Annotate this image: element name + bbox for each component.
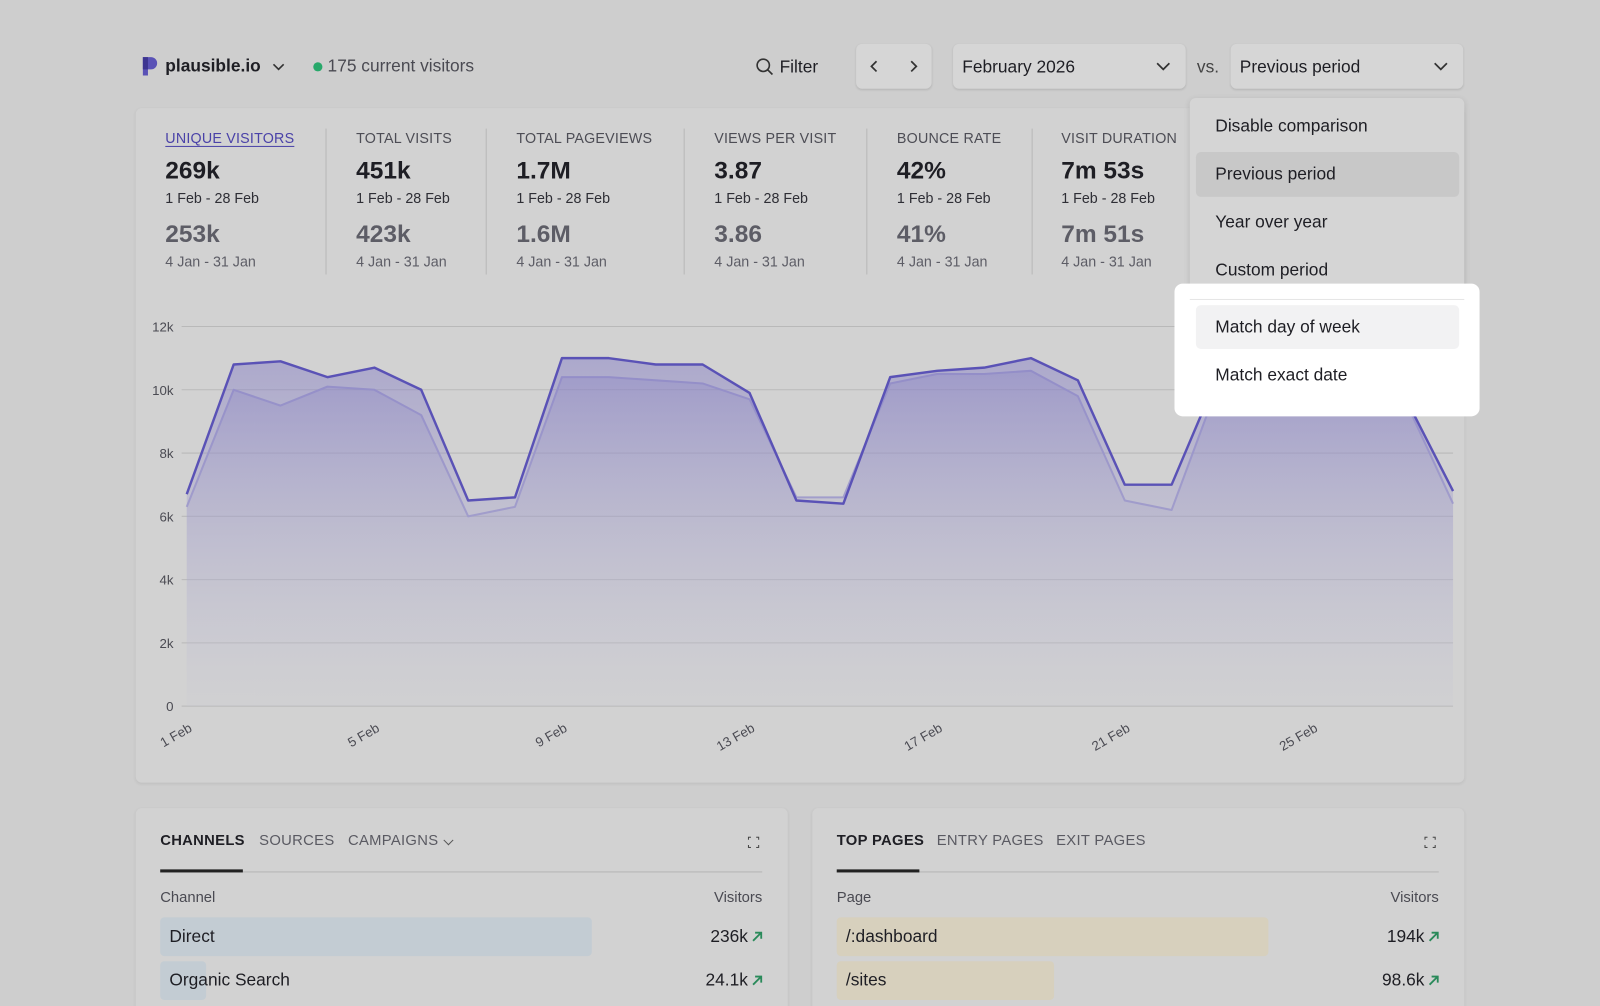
row-label[interactable]: /:dashboard: [846, 927, 938, 947]
metric-divider: [486, 129, 487, 275]
x-tick-label: 21 Feb: [1089, 720, 1132, 754]
panel-tab[interactable]: ENTRY PAGES: [937, 833, 1044, 849]
x-tick-label: 17 Feb: [902, 720, 945, 754]
y-tick-label: 8k: [159, 446, 173, 461]
metric-previous-value: 423k: [356, 220, 410, 249]
row-value: 24.1k: [595, 970, 748, 990]
metric-label[interactable]: TOTAL PAGEVIEWS: [516, 130, 652, 146]
match-options: [1174, 284, 1479, 417]
x-tick-label: 1 Feb: [158, 720, 195, 750]
metric-range: 1 Feb - 28 Feb: [165, 190, 259, 206]
metric-label[interactable]: VISIT DURATION: [1061, 130, 1177, 146]
metric-range: 1 Feb - 28 Feb: [897, 190, 991, 206]
metric-value: 1.7M: [516, 157, 570, 186]
row-label[interactable]: /sites: [846, 970, 886, 990]
metric-label[interactable]: BOUNCE RATE: [897, 130, 1001, 146]
row-bar: [160, 917, 592, 956]
metric-range: 1 Feb - 28 Feb: [714, 190, 808, 206]
panel-tab[interactable]: CAMPAIGNS: [348, 833, 438, 849]
metric-range: 1 Feb - 28 Feb: [356, 190, 450, 206]
column-header: Page: [837, 890, 872, 906]
metric-value: 269k: [165, 157, 219, 186]
metric-header: Visitors: [1245, 890, 1439, 906]
tab-underline: [160, 869, 243, 872]
metric-previous-range: 4 Jan - 31 Jan: [356, 253, 447, 269]
y-tick-label: 4k: [159, 573, 173, 588]
x-tick-label: 9 Feb: [533, 720, 570, 750]
menu-option[interactable]: Year over year: [1215, 212, 1327, 232]
metric-previous-value: 3.86: [714, 220, 762, 249]
column-header: Channel: [160, 890, 215, 906]
metric-value: 7m 53s: [1061, 157, 1144, 186]
metric-value: 42%: [897, 157, 946, 186]
metric-label[interactable]: VIEWS PER VISIT: [714, 130, 836, 146]
metric-header: Visitors: [568, 890, 762, 906]
metric-value: 3.87: [714, 157, 762, 186]
y-tick-label: 10k: [152, 383, 174, 398]
panel-tab[interactable]: EXIT PAGES: [1056, 833, 1146, 849]
metric-previous-range: 4 Jan - 31 Jan: [165, 253, 256, 269]
row-label[interactable]: Direct: [169, 927, 214, 947]
y-tick-label: 2k: [159, 636, 173, 651]
trend-arrow: [1427, 973, 1441, 987]
match-option[interactable]: Match exact date: [1215, 365, 1347, 385]
x-tick-label: 25 Feb: [1277, 720, 1320, 754]
metric-range: 1 Feb - 28 Feb: [1061, 190, 1155, 206]
metric-divider: [326, 129, 327, 275]
metric-previous-value: 1.6M: [516, 220, 570, 249]
tab-rule: [160, 871, 762, 872]
metric-previous-range: 4 Jan - 31 Jan: [897, 253, 988, 269]
x-tick-label: 13 Feb: [714, 720, 757, 754]
metric-previous-range: 4 Jan - 31 Jan: [714, 253, 805, 269]
metric-range: 1 Feb - 28 Feb: [516, 190, 610, 206]
y-tick-label: 12k: [152, 320, 174, 335]
metric-divider: [684, 129, 685, 275]
menu-option[interactable]: Previous period: [1215, 164, 1336, 184]
tab-underline: [837, 869, 920, 872]
trend-arrow: [750, 973, 764, 987]
trend-arrow: [1427, 930, 1441, 944]
panel-tab[interactable]: CHANNELS: [160, 833, 245, 849]
row-value: 236k: [595, 927, 748, 947]
metric-label[interactable]: TOTAL VISITS: [356, 130, 452, 146]
menu-option[interactable]: Custom period: [1215, 260, 1328, 280]
metric-divider: [866, 129, 867, 275]
panel-tab[interactable]: TOP PAGES: [837, 833, 924, 849]
row-value: 194k: [1271, 927, 1424, 947]
match-option[interactable]: Match day of week: [1215, 317, 1360, 337]
menu-option[interactable]: Disable comparison: [1215, 116, 1367, 136]
row-value: 98.6k: [1271, 970, 1424, 990]
x-tick-label: 5 Feb: [345, 720, 382, 750]
separator: [1190, 299, 1464, 300]
metric-previous-range: 4 Jan - 31 Jan: [1061, 253, 1152, 269]
panel-tab[interactable]: SOURCES: [259, 833, 334, 849]
tab-rule: [837, 871, 1439, 872]
row-label[interactable]: Organic Search: [169, 970, 290, 990]
metric-previous-value: 253k: [165, 220, 219, 249]
metric-label[interactable]: UNIQUE VISITORS: [165, 130, 294, 146]
metric-divider: [1032, 129, 1033, 275]
metric-previous-range: 4 Jan - 31 Jan: [516, 253, 607, 269]
metric-previous-value: 41%: [897, 220, 946, 249]
y-tick-label: 0: [166, 699, 173, 714]
trend-arrow: [750, 930, 764, 944]
y-tick-label: 6k: [159, 509, 173, 524]
metric-value: 451k: [356, 157, 410, 186]
metric-previous-value: 7m 51s: [1061, 220, 1144, 249]
